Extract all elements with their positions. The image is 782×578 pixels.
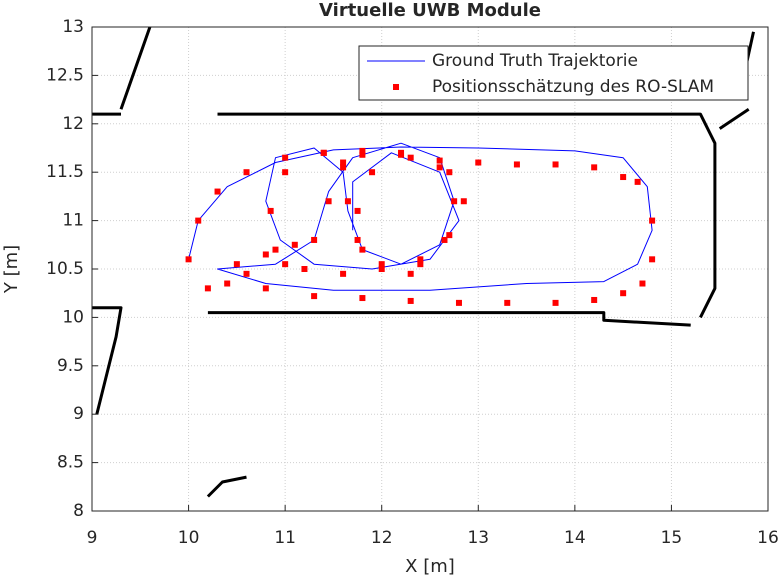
y-tick-label: 9 [73, 404, 84, 424]
estimate-point [204, 285, 211, 292]
x-tick-label: 11 [274, 528, 296, 548]
estimate-point [340, 164, 347, 171]
estimate-point [262, 285, 269, 292]
estimate-point [552, 299, 559, 306]
estimate-point [282, 154, 289, 161]
estimate-point [369, 169, 376, 176]
estimate-point [407, 270, 414, 277]
estimate-point [325, 198, 332, 205]
estimate-point [359, 151, 366, 158]
estimate-point [243, 270, 250, 277]
estimate-point [340, 270, 347, 277]
estimate-point [436, 164, 443, 171]
estimate-point [224, 280, 231, 287]
estimate-point [475, 159, 482, 166]
y-tick-label: 11.5 [46, 162, 84, 182]
estimate-point [340, 159, 347, 166]
estimate-point [262, 251, 269, 258]
estimate-point [378, 266, 385, 272]
y-tick-label: 8 [73, 501, 84, 521]
estimate-point [417, 256, 424, 263]
estimate-point [446, 169, 453, 176]
y-tick-label: 12.5 [46, 65, 84, 85]
estimate-point [441, 236, 448, 243]
y-tick-label: 9.5 [57, 356, 84, 376]
estimate-point [639, 280, 646, 287]
legend-box [358, 45, 749, 101]
estimate-point [398, 149, 405, 156]
estimate-point [620, 174, 627, 181]
estimate-point [436, 157, 443, 164]
legend-swatch [393, 84, 399, 90]
y-tick-label: 12 [62, 114, 84, 134]
estimate-point [291, 241, 298, 248]
legend: Ground Truth Trajektorie Positionsschätzu… [358, 45, 749, 101]
x-tick-label: 9 [87, 528, 98, 548]
legend-label: Ground Truth Trajektorie [432, 51, 638, 71]
estimate-point [407, 297, 414, 304]
estimate-point [354, 236, 361, 243]
marks [92, 27, 755, 498]
estimate-point [301, 266, 308, 272]
estimate-point [214, 188, 221, 195]
estimate-point [272, 246, 279, 253]
map-walls [92, 27, 755, 498]
estimate-point [359, 295, 366, 302]
estimate-point [359, 246, 366, 253]
estimate-point [378, 261, 385, 268]
x-tick-label: 15 [661, 528, 683, 548]
estimate-point [634, 178, 641, 185]
y-tick-label: 10 [62, 307, 84, 327]
estimate-point [407, 154, 414, 161]
estimate-point [267, 207, 274, 214]
trajectory-line [188, 142, 653, 291]
estimate-point [446, 232, 453, 239]
chart-title: Virtuelle UWB Module [319, 0, 541, 21]
estimate-point [451, 198, 458, 205]
y-tick-label: 13 [62, 17, 84, 37]
estimate-point [354, 207, 361, 214]
estimate-point [649, 217, 656, 224]
estimate-point [460, 198, 467, 205]
estimate-point [620, 290, 627, 297]
estimate-point [591, 164, 598, 171]
estimate-point [504, 299, 511, 306]
plot-area [92, 27, 768, 511]
estimate-point [243, 169, 250, 176]
y-tick-label: 10.5 [46, 259, 84, 279]
estimate-point [513, 161, 520, 168]
legend-label: Positionsschätzung des RO-SLAM [432, 77, 714, 97]
x-axis-label: X [m] [405, 556, 455, 577]
estimate-point [282, 169, 289, 176]
estimate-point [233, 261, 240, 268]
estimate-point [455, 299, 462, 306]
estimate-point [417, 261, 424, 268]
x-tick-label: 14 [564, 528, 586, 548]
y-tick-label: 8.5 [57, 453, 84, 473]
estimate-point [282, 261, 289, 268]
estimate-point [311, 236, 318, 243]
x-tick-label: 10 [178, 528, 200, 548]
x-tick-label: 16 [757, 528, 779, 548]
estimate-point [195, 217, 202, 224]
y-tick-label: 11 [62, 211, 84, 231]
y-axis-label: Y [m] [1, 245, 22, 294]
estimate-point [185, 256, 192, 263]
estimate-point [311, 293, 318, 300]
estimate-point [591, 296, 598, 303]
estimate-point [359, 147, 366, 154]
estimate-point [552, 161, 559, 168]
estimate-point [344, 198, 351, 205]
estimate-point [649, 256, 656, 263]
x-tick-label: 13 [467, 528, 489, 548]
estimate-point [320, 149, 327, 156]
x-tick-label: 12 [371, 528, 393, 548]
